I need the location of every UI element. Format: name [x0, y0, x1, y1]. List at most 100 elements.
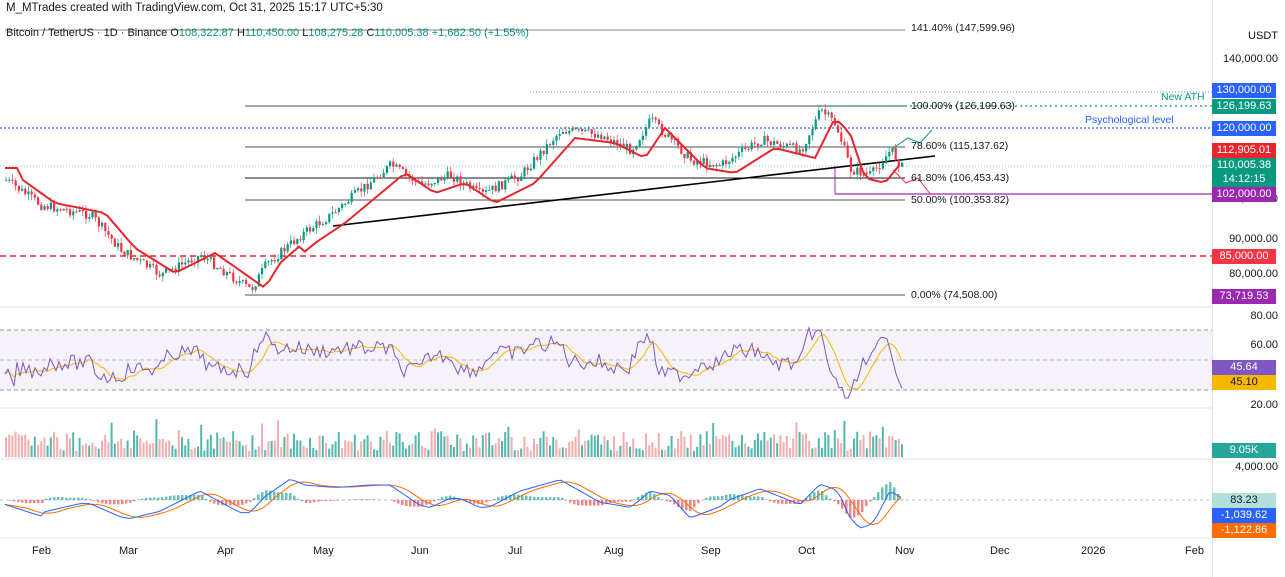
- macd-hist-bar: [261, 492, 264, 500]
- candle-body: [661, 123, 664, 136]
- candle-body: [488, 189, 491, 191]
- volume-bar: [561, 447, 564, 457]
- chart-canvas[interactable]: [0, 0, 1212, 577]
- volume-bar: [315, 450, 318, 457]
- volume-bar: [142, 442, 145, 457]
- volume-bar: [587, 440, 590, 457]
- price-badge-85k: 85,000.00: [1212, 249, 1276, 264]
- candle-body: [587, 129, 590, 131]
- candle-body: [747, 148, 750, 150]
- macd-hist-bar: [229, 500, 232, 506]
- candle-body: [849, 157, 852, 172]
- candle-body: [456, 176, 459, 182]
- candle-body: [129, 249, 132, 260]
- candle-body: [821, 109, 824, 111]
- volume-bar: [373, 449, 375, 457]
- volume-bar: [229, 441, 231, 457]
- candle-body: [27, 191, 30, 195]
- macd-hist-bar: [577, 500, 580, 506]
- candle-body: [401, 167, 404, 169]
- volume-bar: [177, 430, 180, 457]
- macd-hist-bar: [253, 498, 256, 500]
- price-tick: 80,000.00: [1229, 268, 1278, 280]
- macd-hist-bar: [33, 500, 36, 504]
- candle-body: [683, 153, 686, 159]
- volume-bar: [709, 443, 711, 457]
- candle-body: [389, 161, 392, 166]
- macd-hist-bar: [809, 494, 812, 500]
- candle-body: [808, 135, 811, 145]
- volume-bar: [334, 441, 337, 457]
- candle-body: [373, 177, 376, 183]
- candle-body: [616, 140, 619, 146]
- macd-hist-bar: [77, 497, 80, 500]
- x-label: Jul: [508, 545, 523, 557]
- x-label: Sep: [701, 545, 721, 557]
- candle-body: [270, 260, 273, 262]
- volume-bar: [885, 447, 887, 457]
- price-tick: 90,000.00: [1229, 233, 1278, 245]
- macd-hist-bar: [445, 496, 448, 500]
- macd-hist-bar: [845, 500, 848, 514]
- volume-bar: [680, 431, 683, 457]
- volume-bar: [225, 441, 228, 457]
- volume-bar: [8, 434, 11, 457]
- volume-bar: [389, 442, 391, 457]
- macd-hist-bar: [645, 492, 648, 500]
- macd-hist-bar: [97, 500, 100, 503]
- volume-bar: [741, 434, 743, 457]
- candle-body: [645, 127, 648, 136]
- volume-bar: [353, 434, 356, 457]
- currency-label[interactable]: USDT: [1248, 30, 1278, 42]
- volume-bar: [689, 435, 692, 457]
- volume-bar: [465, 443, 468, 457]
- volume-bar: [251, 435, 254, 457]
- volume-bar: [433, 428, 436, 457]
- volume-bar: [401, 441, 404, 457]
- macd-hist-bar: [825, 495, 828, 500]
- macd-hist-bar: [837, 500, 840, 505]
- candle-body: [206, 259, 209, 261]
- macd-hist-bar: [769, 500, 772, 502]
- candle-body: [213, 257, 216, 270]
- macd-hist-bar: [741, 495, 744, 500]
- macd-hist-bar: [101, 500, 104, 504]
- candle-body: [869, 171, 872, 174]
- volume-bar: [59, 448, 62, 457]
- macd-hist-bar: [25, 500, 28, 504]
- volume-bar: [133, 430, 135, 457]
- volume-bar: [65, 433, 68, 457]
- volume-bar: [254, 449, 257, 457]
- volume-bar: [718, 438, 721, 457]
- macd-hist-bar: [633, 499, 636, 500]
- candle-body: [789, 143, 792, 145]
- candle-body: [785, 143, 788, 147]
- volume-bar: [673, 448, 676, 457]
- candle-body: [152, 264, 155, 266]
- candle-body: [158, 274, 161, 277]
- volume-bar: [158, 439, 161, 457]
- candle-body: [184, 262, 187, 265]
- volume-bar: [808, 440, 811, 457]
- candle-body: [382, 172, 385, 179]
- x-label: Apr: [217, 545, 235, 557]
- candle-body: [494, 185, 497, 192]
- macd-hist-bar: [289, 492, 292, 500]
- macd-hist-bar: [765, 499, 768, 500]
- volume-bar: [453, 447, 455, 457]
- volume-bar: [481, 435, 484, 457]
- candle-body: [430, 183, 433, 186]
- macd-hist-bar: [661, 499, 664, 500]
- volume-bar: [462, 450, 465, 457]
- macd-hist-bar: [525, 495, 528, 500]
- candle-body: [353, 190, 356, 193]
- volume-bar: [85, 443, 87, 457]
- candle-body: [101, 222, 104, 227]
- candle-body: [798, 149, 801, 154]
- macd-hist-bar: [217, 500, 220, 505]
- volume-bar: [625, 441, 628, 457]
- candle-body: [753, 142, 756, 144]
- open-label: O: [170, 27, 179, 39]
- macd-hist-bar: [777, 500, 780, 504]
- macd-hist-bar: [545, 497, 548, 500]
